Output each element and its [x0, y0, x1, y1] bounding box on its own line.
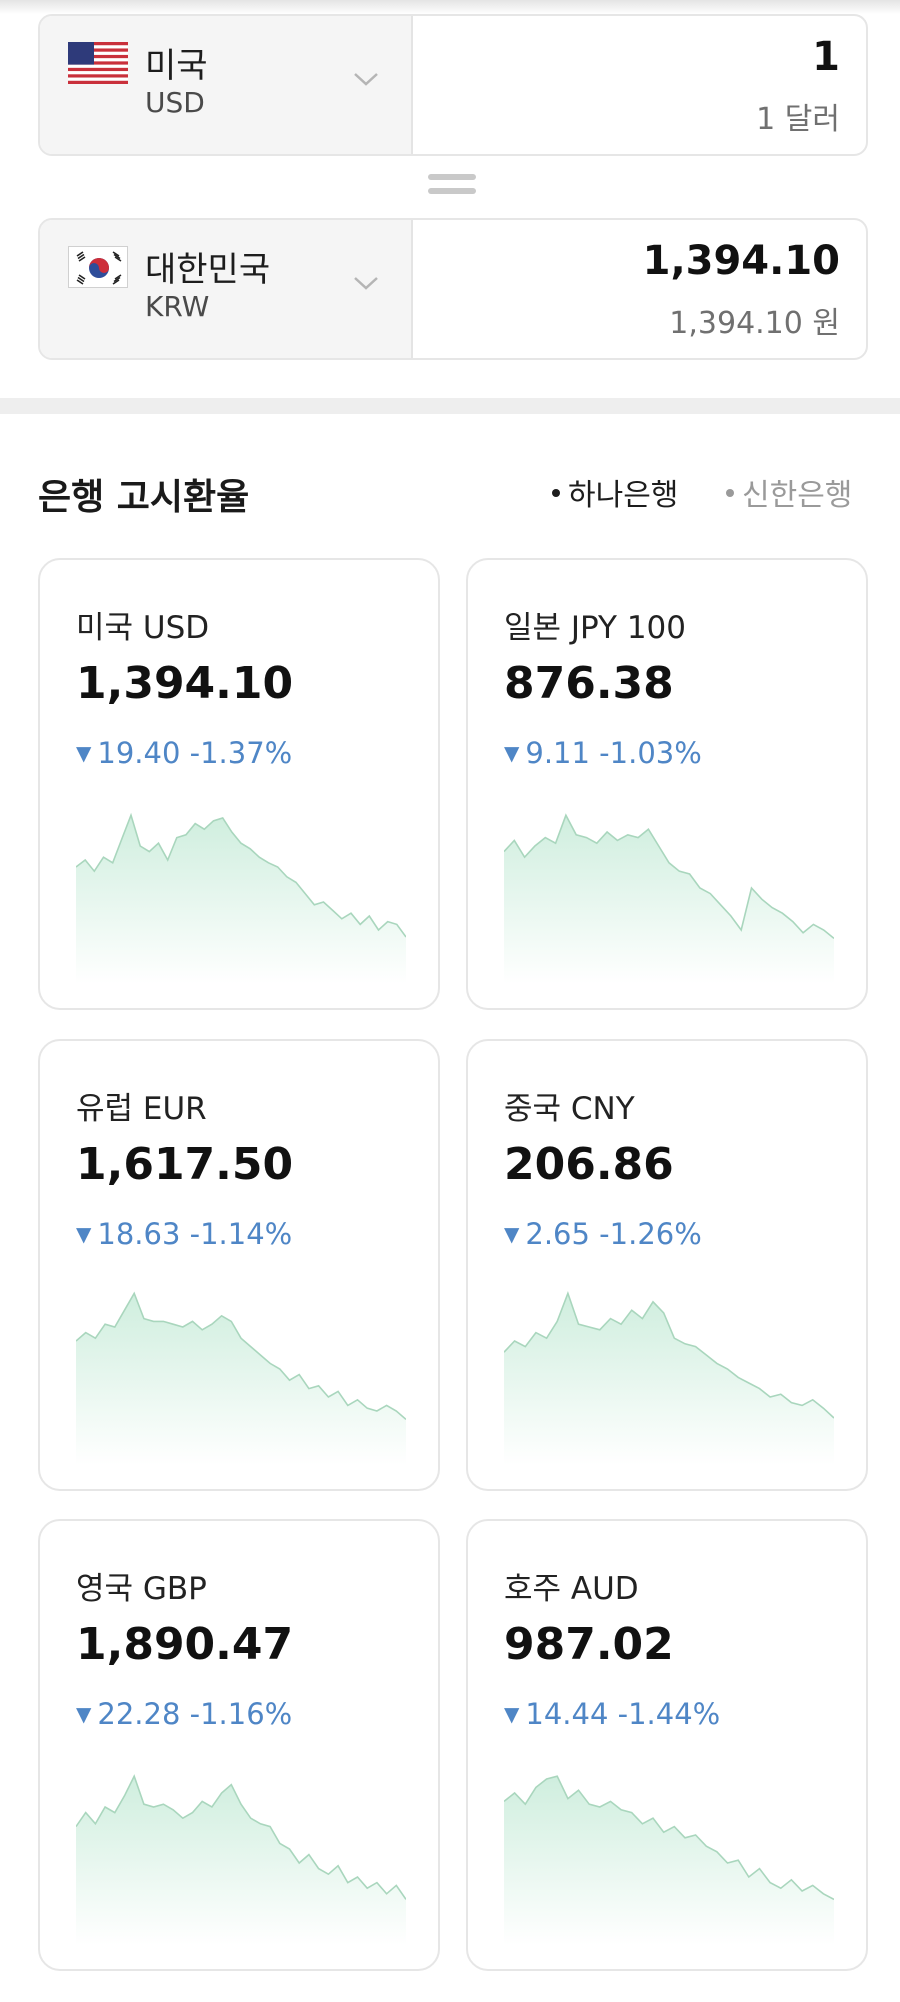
card-change-value: 14.44 -1.44%: [525, 1697, 721, 1731]
card-title: 호주 AUD: [504, 1571, 639, 1607]
from-amount-text: 1 달러: [756, 102, 840, 137]
down-triangle-icon: ▼: [504, 1222, 520, 1246]
card-change: ▼ 19.40 -1.37%: [76, 736, 292, 770]
rate-card-usd[interactable]: 미국 USD 1,394.10 ▼ 19.40 -1.37%: [38, 558, 440, 1010]
card-change-value: 19.40 -1.37%: [97, 736, 293, 770]
card-change-value: 9.11 -1.03%: [525, 736, 702, 770]
rate-card-jpy[interactable]: 일본 JPY 100 876.38 ▼ 9.11 -1.03%: [466, 558, 868, 1010]
card-rate: 987.02: [504, 1619, 674, 1670]
card-change: ▼ 2.65 -1.26%: [504, 1217, 702, 1251]
sparkline-line: [76, 1291, 406, 1421]
from-amount: 1: [812, 34, 840, 80]
korea-flag-icon: [68, 246, 128, 288]
to-currency-selector[interactable]: 대한민국 KRW: [40, 220, 413, 358]
sparkline-area: [76, 815, 406, 984]
down-triangle-icon: ▼: [504, 741, 520, 765]
card-title: 유럽 EUR: [76, 1091, 207, 1127]
from-currency-name: 미국: [145, 46, 208, 86]
to-amount-field[interactable]: 1,394.10 1,394.10 원: [413, 220, 866, 358]
to-currency-row: 대한민국 KRW 1,394.10 1,394.10 원: [38, 218, 868, 360]
sparkline-chart: [76, 1774, 406, 1945]
bank-option-label: 하나은행: [568, 478, 679, 513]
sparkline-area: [504, 1776, 834, 1945]
card-rate: 1,394.10: [76, 658, 294, 709]
card-title: 일본 JPY 100: [504, 610, 687, 646]
card-rate: 1,890.47: [76, 1619, 294, 1670]
sparkline-line: [504, 1291, 834, 1419]
chevron-down-icon: [354, 277, 378, 290]
to-currency-name: 대한민국: [145, 250, 271, 290]
equals-icon: [428, 174, 476, 200]
card-title: 영국 GBP: [76, 1571, 207, 1607]
bullet-icon: [552, 488, 560, 497]
bullet-icon: [726, 488, 734, 497]
sparkline-line: [76, 1774, 406, 1900]
bank-option-label: 신한은행: [742, 478, 853, 513]
sparkline-line: [504, 813, 834, 940]
bank-rates-title: 은행 고시환율: [38, 477, 250, 518]
from-amount-field[interactable]: 1 1 달러: [413, 16, 866, 154]
section-divider: [0, 398, 900, 414]
from-currency-selector[interactable]: 미국 USD: [40, 16, 413, 154]
rate-card-aud[interactable]: 호주 AUD 987.02 ▼ 14.44 -1.44%: [466, 1519, 868, 1971]
card-change: ▼ 18.63 -1.14%: [76, 1217, 292, 1251]
sparkline-area: [504, 815, 834, 984]
card-change-value: 2.65 -1.26%: [525, 1217, 702, 1251]
sparkline-chart: [504, 813, 834, 984]
us-flag-icon: [68, 42, 128, 84]
card-title: 미국 USD: [76, 610, 210, 646]
sparkline-area: [76, 1293, 406, 1465]
sparkline-chart: [76, 812, 406, 984]
bank-option-hana[interactable]: 하나은행: [552, 470, 678, 514]
card-change-value: 22.28 -1.16%: [97, 1697, 293, 1731]
sparkline-chart: [504, 1291, 834, 1465]
card-change: ▼ 14.44 -1.44%: [504, 1697, 720, 1731]
card-rate: 876.38: [504, 658, 674, 709]
sparkline-area: [76, 1776, 406, 1945]
top-shadow: [0, 0, 900, 14]
card-rate: 1,617.50: [76, 1139, 294, 1190]
sparkline-line: [504, 1775, 834, 1901]
down-triangle-icon: ▼: [504, 1702, 520, 1726]
from-currency-row: 미국 USD 1 1 달러: [38, 14, 868, 156]
chevron-down-icon: [354, 73, 378, 86]
from-currency-code: USD: [145, 86, 205, 119]
sparkline-area: [504, 1293, 834, 1465]
down-triangle-icon: ▼: [76, 741, 92, 765]
card-change: ▼ 9.11 -1.03%: [504, 736, 702, 770]
card-change: ▼ 22.28 -1.16%: [76, 1697, 292, 1731]
rate-card-gbp[interactable]: 영국 GBP 1,890.47 ▼ 22.28 -1.16%: [38, 1519, 440, 1971]
rate-card-cny[interactable]: 중국 CNY 206.86 ▼ 2.65 -1.26%: [466, 1039, 868, 1491]
bank-option-shinhan[interactable]: 신한은행: [726, 470, 852, 514]
card-rate: 206.86: [504, 1139, 674, 1190]
to-currency-code: KRW: [145, 290, 210, 323]
down-triangle-icon: ▼: [76, 1222, 92, 1246]
to-amount-text: 1,394.10 원: [669, 306, 840, 341]
card-title: 중국 CNY: [504, 1091, 635, 1127]
sparkline-line: [76, 812, 406, 938]
down-triangle-icon: ▼: [76, 1702, 92, 1726]
to-amount: 1,394.10: [642, 238, 840, 284]
sparkline-chart: [504, 1775, 834, 1945]
card-change-value: 18.63 -1.14%: [97, 1217, 293, 1251]
rate-card-eur[interactable]: 유럽 EUR 1,617.50 ▼ 18.63 -1.14%: [38, 1039, 440, 1491]
sparkline-chart: [76, 1291, 406, 1465]
